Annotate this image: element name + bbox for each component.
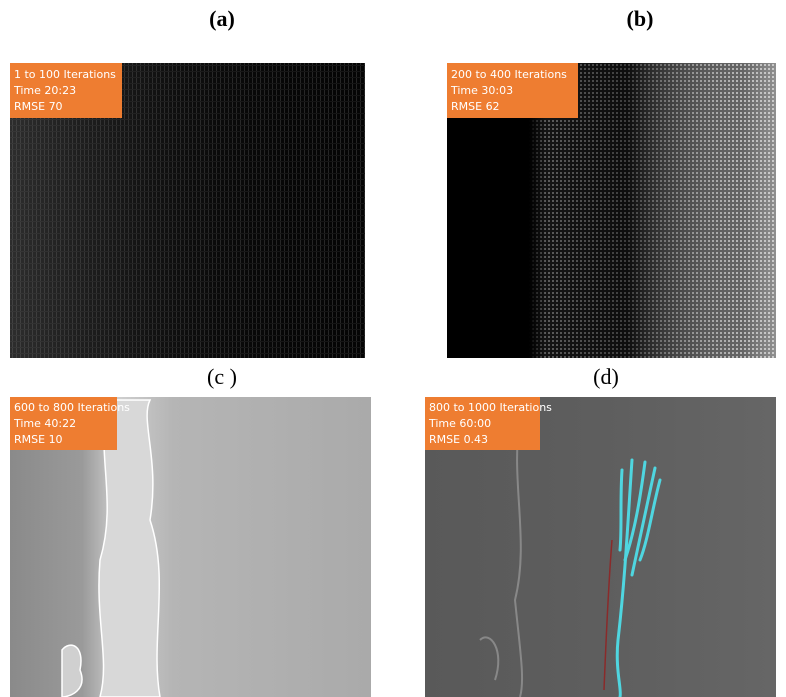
overlay-text: RMSE 62 (451, 100, 500, 113)
overlay-text: Time 20:23 (13, 84, 76, 97)
panel-label: (a) (209, 6, 235, 31)
panel-label: (d) (593, 364, 619, 389)
overlay-text: 200 to 400 Iterations (451, 68, 567, 81)
panel-label: (c ) (207, 364, 237, 389)
overlay-text: Time 60:00 (428, 417, 491, 430)
overlay-text: 1 to 100 Iterations (14, 68, 116, 81)
overlay-text: RMSE 70 (14, 100, 63, 113)
overlay-text: 800 to 1000 Iterations (429, 401, 552, 414)
overlay-text: Time 30:03 (450, 84, 513, 97)
overlay-text: 600 to 800 Iterations (14, 401, 130, 414)
overlay-text: RMSE 0.43 (429, 433, 488, 446)
overlay-text: Time 40:22 (13, 417, 76, 430)
overlay-box: 800 to 1000 Iterations Time 60:00 RMSE 0… (425, 397, 552, 450)
panel-label: (b) (627, 6, 654, 31)
overlay-box: 200 to 400 Iterations Time 30:03 RMSE 62 (447, 63, 578, 118)
overlay-box: 1 to 100 Iterations Time 20:23 RMSE 70 (10, 63, 122, 118)
figure: (a) (b) (c ) (d) 1 to 100 Iterations Tim… (0, 0, 786, 697)
overlay-text: RMSE 10 (14, 433, 63, 446)
overlay-box: 600 to 800 Iterations Time 40:22 RMSE 10 (10, 397, 130, 450)
